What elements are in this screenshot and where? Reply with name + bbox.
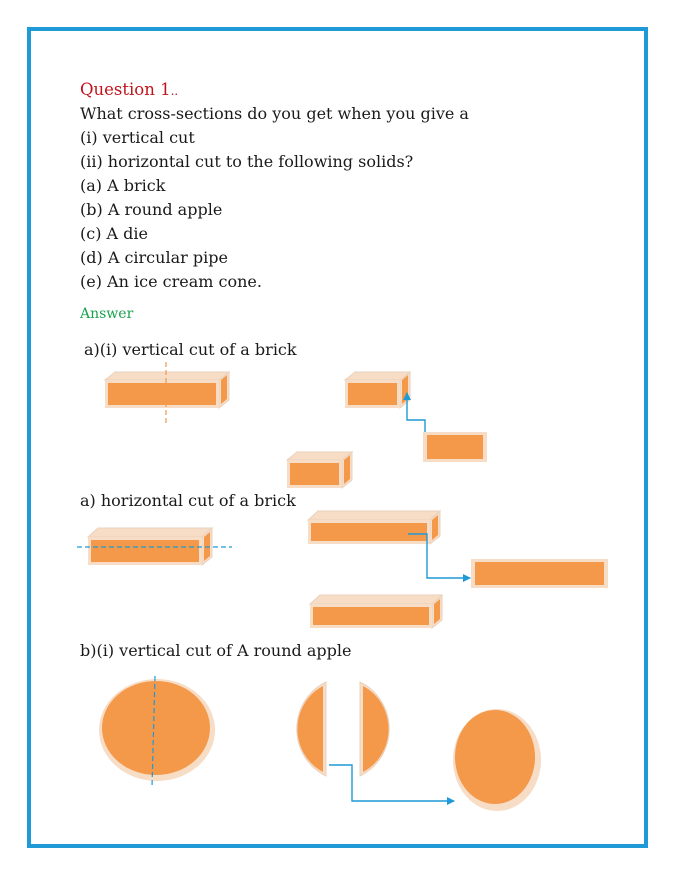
caption-apple-vertical: b)(i) vertical cut of A round apple	[80, 641, 352, 660]
arrow-apple-vertical	[329, 764, 455, 805]
question-line-3: (ii) horizontal cut to the following sol…	[80, 152, 414, 171]
arrow-brick-vertical	[403, 392, 426, 447]
brick-slab-bottom	[308, 593, 444, 630]
question-line-1: What cross-sections do you get when you …	[80, 104, 469, 123]
question-line-7: (d) A circular pipe	[80, 248, 228, 267]
arrow-brick-horizontal	[408, 533, 471, 582]
brick-slab-top	[306, 509, 442, 546]
question-line-6: (c) A die	[80, 224, 148, 243]
page-border	[27, 27, 648, 848]
apple-half-left	[296, 681, 327, 777]
apple-cut-line	[151, 675, 156, 788]
caption-brick-horizontal: a) horizontal cut of a brick	[80, 491, 296, 510]
brick-half-top-right	[343, 370, 412, 410]
question-line-8: (e) An ice cream cone.	[80, 272, 262, 291]
question-line-4: (a) A brick	[80, 176, 166, 195]
cross-section-brick-horizontal	[471, 559, 608, 588]
caption-brick-vertical: a)(i) vertical cut of a brick	[84, 340, 297, 359]
cross-section-brick-vertical	[423, 432, 487, 462]
question-title-text: Question 1	[80, 80, 171, 99]
question-title-suffix: ..	[170, 84, 179, 98]
question-line-5: (b) A round apple	[80, 200, 223, 219]
brick-half-bottom-left	[285, 450, 354, 490]
question-title: Question 1..	[80, 80, 178, 99]
answer-label: Answer	[80, 306, 134, 322]
apple-half-right	[359, 681, 390, 777]
brick-with-horizontal-cut	[77, 526, 232, 567]
brick-with-vertical-cut	[103, 362, 231, 424]
question-line-2: (i) vertical cut	[80, 128, 195, 147]
cross-section-apple-vertical	[453, 709, 541, 811]
apple-with-vertical-cut	[99, 675, 215, 788]
